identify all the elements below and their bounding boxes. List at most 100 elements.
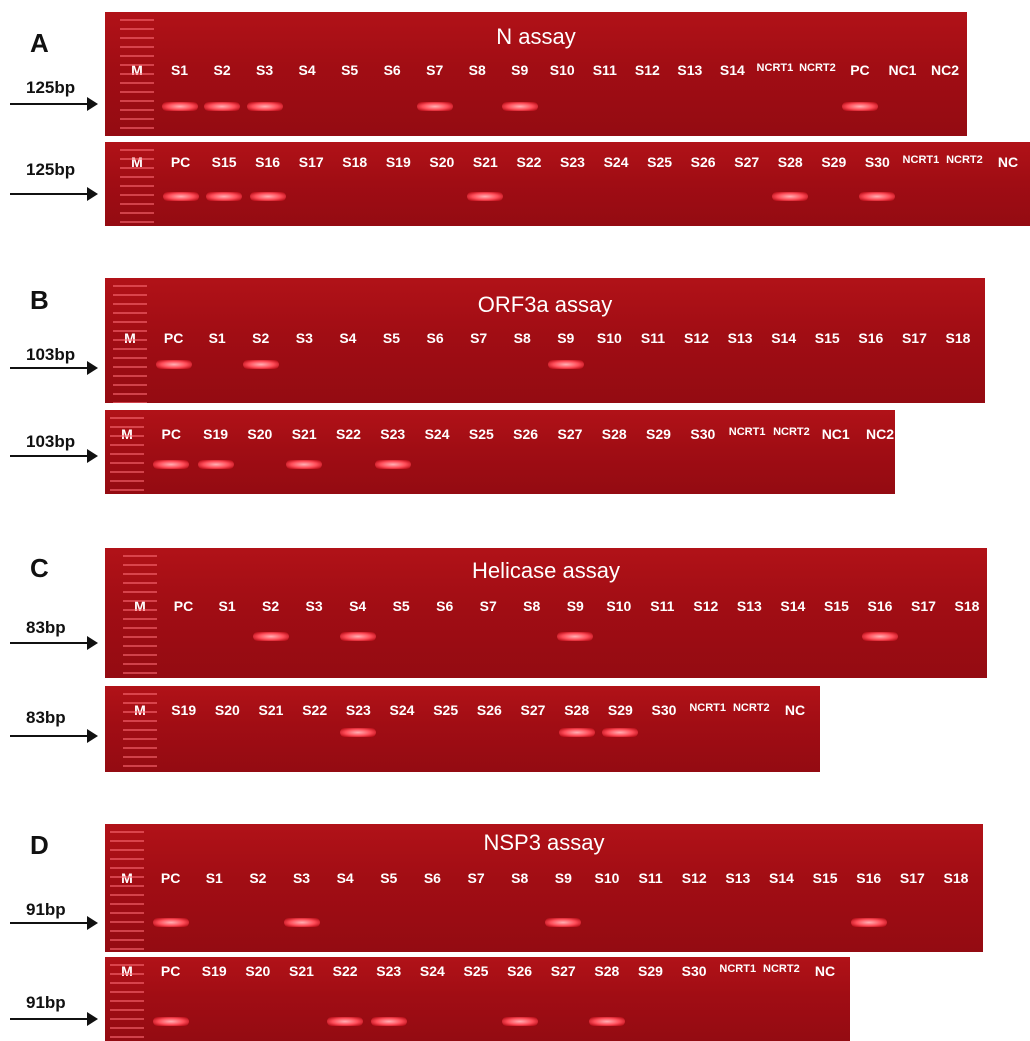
lane-label: S20 — [429, 154, 455, 170]
lane-label: S15 — [211, 154, 237, 170]
pcr-band — [339, 632, 376, 641]
lane-label: S19 — [171, 702, 197, 718]
pcr-band — [467, 192, 504, 201]
pcr-band — [152, 1017, 189, 1026]
lane-label: S18 — [954, 598, 980, 614]
band-size-label: 125bp — [26, 78, 76, 97]
lane-label: S3 — [256, 62, 274, 78]
lane-label: S4 — [298, 62, 316, 78]
band-size-label: 103bp — [26, 432, 76, 451]
marker-ladder — [110, 957, 144, 1041]
band-size-label: 83bp — [26, 708, 66, 727]
pcr-band — [242, 360, 279, 369]
pcr-band — [557, 632, 594, 641]
lane-label: S25 — [433, 702, 459, 718]
pcr-band — [602, 728, 639, 737]
lane-label: PC — [170, 154, 191, 170]
lane-label: S29 — [638, 963, 663, 979]
lane-label: S1 — [205, 870, 223, 886]
pcr-band — [249, 192, 286, 201]
lane-label: S13 — [725, 870, 751, 886]
panel-letter: B — [30, 285, 49, 315]
lane-label: S5 — [380, 870, 398, 886]
pcr-band — [861, 632, 898, 641]
lane-label: PC — [173, 598, 194, 614]
pcr-band — [547, 360, 584, 369]
arrow-icon — [10, 1012, 98, 1026]
lane-label: S11 — [592, 62, 617, 78]
lane-label: S30 — [651, 702, 677, 718]
lane-label: S1 — [218, 598, 236, 614]
lane-label: S28 — [564, 702, 590, 718]
arrow-icon — [10, 361, 98, 375]
lane-label: S10 — [606, 598, 632, 614]
lane-label: NCRT1 — [689, 702, 726, 714]
lane-label: S28 — [601, 426, 627, 442]
lane-label: NCRT2 — [763, 963, 800, 975]
pcr-band — [197, 460, 234, 469]
lane-label: S4 — [336, 870, 354, 886]
lane-label: S29 — [607, 702, 633, 718]
pcr-band — [161, 102, 198, 111]
gel-image: ORF3a assayMPCS1S2S3S4S5S6S7S8S9S10S11S1… — [105, 278, 985, 403]
pcr-band — [204, 102, 241, 111]
lane-label: S11 — [650, 598, 675, 614]
lane-label: S14 — [780, 598, 806, 614]
lane-label: NC — [997, 154, 1019, 170]
lane-label: S20 — [247, 426, 273, 442]
lane-label: S15 — [812, 870, 838, 886]
lane-label: S7 — [470, 330, 488, 346]
lane-label: S1 — [170, 62, 189, 78]
lane-label: S12 — [634, 62, 660, 78]
marker-ladder — [123, 548, 157, 678]
lane-label: S4 — [339, 330, 357, 346]
gel-title: ORF3a assay — [477, 292, 613, 317]
lane-label: S24 — [603, 154, 629, 170]
lane-label: NC1 — [821, 426, 850, 442]
lane-label: S17 — [899, 870, 925, 886]
pcr-band — [558, 728, 595, 737]
lane-label: S18 — [943, 870, 969, 886]
lane-label: S25 — [463, 963, 489, 979]
pcr-band — [501, 102, 538, 111]
panel-letter: D — [30, 830, 49, 860]
pcr-band — [370, 1017, 407, 1026]
lane-label: PC — [163, 330, 184, 346]
lane-label: S27 — [557, 426, 583, 442]
lane-label: S12 — [684, 330, 709, 346]
lane-label: S29 — [646, 426, 671, 442]
gel-title: Helicase assay — [472, 558, 620, 583]
lane-label: NC — [784, 702, 806, 718]
lane-label: NC — [814, 963, 836, 979]
lane-label: S24 — [419, 963, 445, 979]
gel-image: MS19S20S21S22S23S24S25S26S27S28S29S30NCR… — [105, 686, 820, 772]
lane-label: S30 — [864, 154, 890, 170]
band-size-label: 91bp — [26, 900, 66, 919]
lane-label: S13 — [727, 330, 753, 346]
marker-ladder — [123, 686, 157, 772]
pcr-band — [501, 1017, 538, 1026]
pcr-band — [152, 918, 189, 927]
lane-label: PC — [161, 426, 182, 442]
lane-label: S23 — [376, 963, 402, 979]
lane-label: S8 — [523, 598, 541, 614]
lane-label: S10 — [549, 62, 575, 78]
lane-label: S6 — [436, 598, 454, 614]
lane-label: NCRT2 — [799, 62, 836, 74]
lane-label: S18 — [342, 154, 368, 170]
lane-label: PC — [160, 963, 181, 979]
pcr-band — [340, 728, 377, 737]
lane-label: S22 — [336, 426, 361, 442]
lane-label: S19 — [385, 154, 411, 170]
lane-label: S8 — [511, 870, 529, 886]
lane-label: S17 — [901, 330, 927, 346]
gel-image: N assayMS1S2S3S4S5S6S7S8S9S10S11S12S13S1… — [105, 12, 967, 136]
lane-label: NCRT2 — [946, 154, 983, 166]
pcr-band — [206, 192, 243, 201]
lane-label: S23 — [380, 426, 406, 442]
lane-label: PC — [850, 62, 870, 78]
lane-label: S27 — [550, 963, 576, 979]
gel-image: MPCS15S16S17S18S19S20S21S22S23S24S25S26S… — [105, 142, 1030, 226]
lane-label: S5 — [382, 330, 401, 346]
lane-label: S23 — [560, 154, 585, 170]
